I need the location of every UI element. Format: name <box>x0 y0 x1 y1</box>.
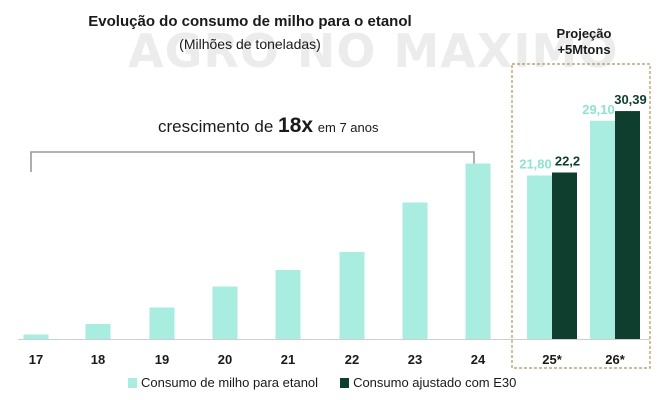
legend-swatch-light <box>128 377 137 388</box>
data-label-26p-dark: 30,39 <box>614 92 647 107</box>
bar-light-20 <box>212 286 238 339</box>
chart-subtitle: (Milhões de toneladas) <box>179 36 321 52</box>
bar-light-19 <box>149 307 175 339</box>
bar-light-23 <box>402 202 428 339</box>
legend-item-light: Consumo de milho para etanol <box>128 375 318 390</box>
legend-item-dark: Consumo ajustado com E30 <box>340 375 516 390</box>
tick-label-26p: 26* <box>605 352 625 367</box>
data-label-25p-light: 21,80 <box>519 157 552 172</box>
bar-dark-26p <box>615 111 640 339</box>
data-label-26p-light: 29,10 <box>582 102 615 117</box>
bar-light-17 <box>23 334 49 339</box>
projection-label: Projeção +5Mtons <box>534 26 634 58</box>
growth-suffix: em 7 anos <box>317 120 379 135</box>
tick-label-25p: 25* <box>542 352 562 367</box>
legend: Consumo de milho para etanol Consumo aju… <box>128 375 516 390</box>
tick-label-22: 22 <box>345 352 359 367</box>
chart-title: Evolução do consumo de milho para o etan… <box>88 13 412 30</box>
tick-label-23: 23 <box>408 352 422 367</box>
growth-annotation: crescimento de 18x em 7 anos <box>158 114 379 138</box>
legend-label-light: Consumo de milho para etanol <box>141 375 319 390</box>
tick-label-17: 17 <box>29 352 43 367</box>
bar-light-26p <box>590 120 615 339</box>
bar-light-21 <box>275 270 301 339</box>
tick-label-19: 19 <box>155 352 169 367</box>
growth-bracket <box>30 151 475 172</box>
data-label-25p-dark: 22,2 <box>555 154 580 169</box>
legend-swatch-dark <box>340 377 350 388</box>
projection-label-line2: +5Mtons <box>557 42 611 57</box>
bar-light-18 <box>85 324 111 339</box>
projection-label-line1: Projeção <box>556 26 612 41</box>
bar-dark-25p <box>552 172 577 339</box>
projection-box <box>511 63 651 369</box>
tick-label-24: 24 <box>471 352 486 367</box>
tick-label-18: 18 <box>91 352 105 367</box>
growth-prefix: crescimento de <box>158 117 274 136</box>
tick-label-21: 21 <box>281 352 295 367</box>
bar-light-22 <box>339 252 365 339</box>
watermark: AGRO NO MAXIMO <box>128 24 619 78</box>
tick-label-20: 20 <box>218 352 232 367</box>
legend-label-dark: Consumo ajustado com E30 <box>353 375 517 390</box>
bar-light-25p <box>527 175 552 339</box>
bar-light-24 <box>465 163 491 339</box>
growth-highlight: 18x <box>278 114 314 137</box>
